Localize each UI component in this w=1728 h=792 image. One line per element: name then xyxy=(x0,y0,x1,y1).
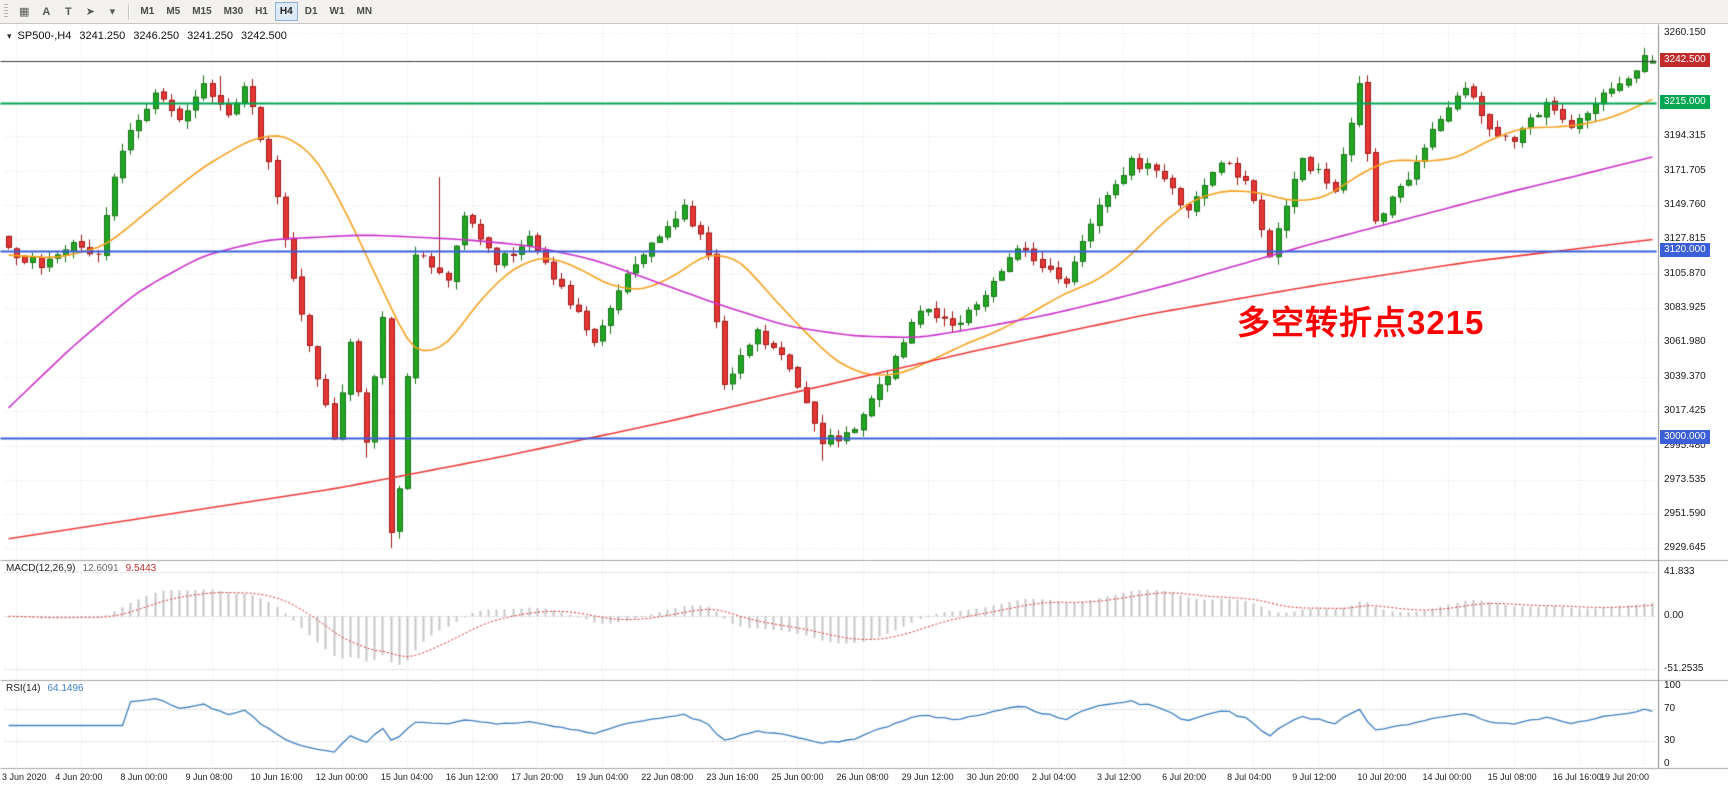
date-label: 9 Jun 08:00 xyxy=(185,772,233,782)
chart-menu-caret-icon[interactable]: ▾ xyxy=(7,30,12,41)
timeframe-h1-button[interactable]: H1 xyxy=(255,6,268,17)
price-axis-label: 3260.150 xyxy=(1664,27,1706,39)
macd-value-signal: 9.5443 xyxy=(125,563,157,574)
date-label: 14 Jul 00:00 xyxy=(1422,772,1472,782)
rsi-axis-label: 30 xyxy=(1664,734,1676,746)
price-axis-label: 3061.980 xyxy=(1664,335,1706,347)
date-label: 6 Jul 20:00 xyxy=(1162,772,1207,782)
date-label: 2 Jul 04:00 xyxy=(1031,772,1076,782)
date-label: 8 Jul 04:00 xyxy=(1227,772,1272,782)
toolbar-grip xyxy=(4,4,8,19)
date-label: 4 Jun 20:00 xyxy=(55,772,103,782)
timeframe-m15-button[interactable]: M15 xyxy=(192,6,212,17)
date-label: 25 Jun 00:00 xyxy=(771,772,824,782)
price-tag-3120.000: 3120.000 xyxy=(1660,243,1710,258)
price-tag-3242.500: 3242.500 xyxy=(1660,52,1710,67)
macd-label: MACD(12,26,9) 12.6091 9.5443 xyxy=(6,563,156,574)
macd-value-main: 12.6091 xyxy=(82,563,119,574)
date-label: 9 Jul 12:00 xyxy=(1292,772,1337,782)
price-axis-label: 2929.645 xyxy=(1664,542,1706,554)
ohlc-high: 3246.250 xyxy=(133,30,180,42)
date-label: 3 Jun 2020 xyxy=(2,772,47,782)
rsi-label: RSI(14) 64.1496 xyxy=(6,683,84,694)
date-label: 22 Jun 08:00 xyxy=(641,772,694,782)
date-label: 23 Jun 16:00 xyxy=(706,772,759,782)
date-label: 30 Jun 20:00 xyxy=(966,772,1019,782)
macd-axis-label: 0.00 xyxy=(1664,609,1684,621)
macd-axis-label: -51.2535 xyxy=(1664,663,1704,675)
date-label: 15 Jul 08:00 xyxy=(1487,772,1537,782)
date-label: 3 Jul 12:00 xyxy=(1096,772,1141,782)
price-axis-label: 2973.535 xyxy=(1664,473,1706,485)
ohlc-open: 3241.250 xyxy=(79,30,126,42)
price-axis-label: 2995.480 xyxy=(1664,439,1706,451)
price-tag-3000.000: 3000.000 xyxy=(1660,430,1710,445)
rsi-axis-label: 100 xyxy=(1664,680,1681,691)
rsi-name: RSI(14) xyxy=(6,683,41,694)
rsi-axis-label: 0 xyxy=(1664,758,1670,769)
date-label: 17 Jun 20:00 xyxy=(511,772,564,782)
ohlc-close: 3242.500 xyxy=(241,30,287,42)
timeframe-h4-button[interactable]: H4 xyxy=(274,2,298,21)
date-label: 26 Jun 08:00 xyxy=(836,772,889,782)
rsi-axis-label: 70 xyxy=(1664,703,1676,715)
price-axis-label: 3127.815 xyxy=(1664,233,1706,245)
date-label: 19 Jul 20:00 xyxy=(1600,772,1650,782)
timeframe-button-group: M1 M5 M15 M30 H1 H4 D1 W1 MN xyxy=(134,2,378,21)
date-label: 10 Jul 20:00 xyxy=(1357,772,1407,782)
price-axis-label: 3083.925 xyxy=(1664,301,1706,313)
timeframe-mn-button[interactable]: MN xyxy=(356,6,373,17)
macd-name: MACD(12,26,9) xyxy=(6,563,76,574)
macd-axis-label: 41.833 xyxy=(1664,566,1695,578)
text-a-button[interactable]: A xyxy=(42,5,51,18)
date-label: 15 Jun 04:00 xyxy=(380,772,433,782)
timeframe-w1-button[interactable]: W1 xyxy=(329,6,345,17)
toolbar-icon-group: ▦ A T ➤ ▾ xyxy=(13,2,123,21)
timeframe-m30-button[interactable]: M30 xyxy=(223,6,244,17)
date-label: 16 Jul 16:00 xyxy=(1552,772,1602,782)
price-axis-label: 3105.870 xyxy=(1664,267,1706,279)
price-axis-label: 3194.315 xyxy=(1664,129,1706,141)
date-label: 29 Jun 12:00 xyxy=(901,772,954,782)
text-t-button[interactable]: T xyxy=(65,5,72,18)
date-label: 10 Jun 16:00 xyxy=(250,772,303,782)
chart-symbol: SP500-,H4 xyxy=(17,30,72,42)
top-toolbar: ▦ A T ➤ ▾ M1 M5 M15 M30 H1 H4 D1 W1 MN xyxy=(0,0,1728,24)
timeframe-m5-button[interactable]: M5 xyxy=(166,6,181,17)
price-tag-3215.000: 3215.000 xyxy=(1660,95,1710,110)
price-axis-label: 3017.425 xyxy=(1664,405,1706,417)
tools-caret-icon[interactable]: ▾ xyxy=(109,6,116,18)
price-axis-label: 3039.370 xyxy=(1664,371,1706,383)
timeframe-d1-button[interactable]: D1 xyxy=(304,6,318,17)
chart-grid-icon[interactable]: ▦ xyxy=(19,6,30,18)
timeframe-m1-button[interactable]: M1 xyxy=(140,6,155,17)
price-axis-label: 2951.590 xyxy=(1664,507,1706,519)
ohlc-low: 3241.250 xyxy=(187,30,234,42)
date-label: 19 Jun 04:00 xyxy=(576,772,629,782)
cursor-tool-icon[interactable]: ➤ xyxy=(85,6,96,18)
toolbar-separator xyxy=(128,3,130,20)
annotation-text[interactable]: 多空转折点3215 xyxy=(1237,304,1485,341)
rsi-value: 64.1496 xyxy=(47,683,84,694)
date-label: 12 Jun 00:00 xyxy=(315,772,368,782)
price-axis-label: 3171.705 xyxy=(1664,164,1706,176)
chart-ohlc-title: ▾ SP500-,H4 3241.250 3246.250 3241.250 3… xyxy=(7,30,287,42)
date-label: 16 Jun 12:00 xyxy=(445,772,498,782)
date-label: 8 Jun 00:00 xyxy=(120,772,168,782)
price-axis-label: 3149.760 xyxy=(1664,199,1706,211)
